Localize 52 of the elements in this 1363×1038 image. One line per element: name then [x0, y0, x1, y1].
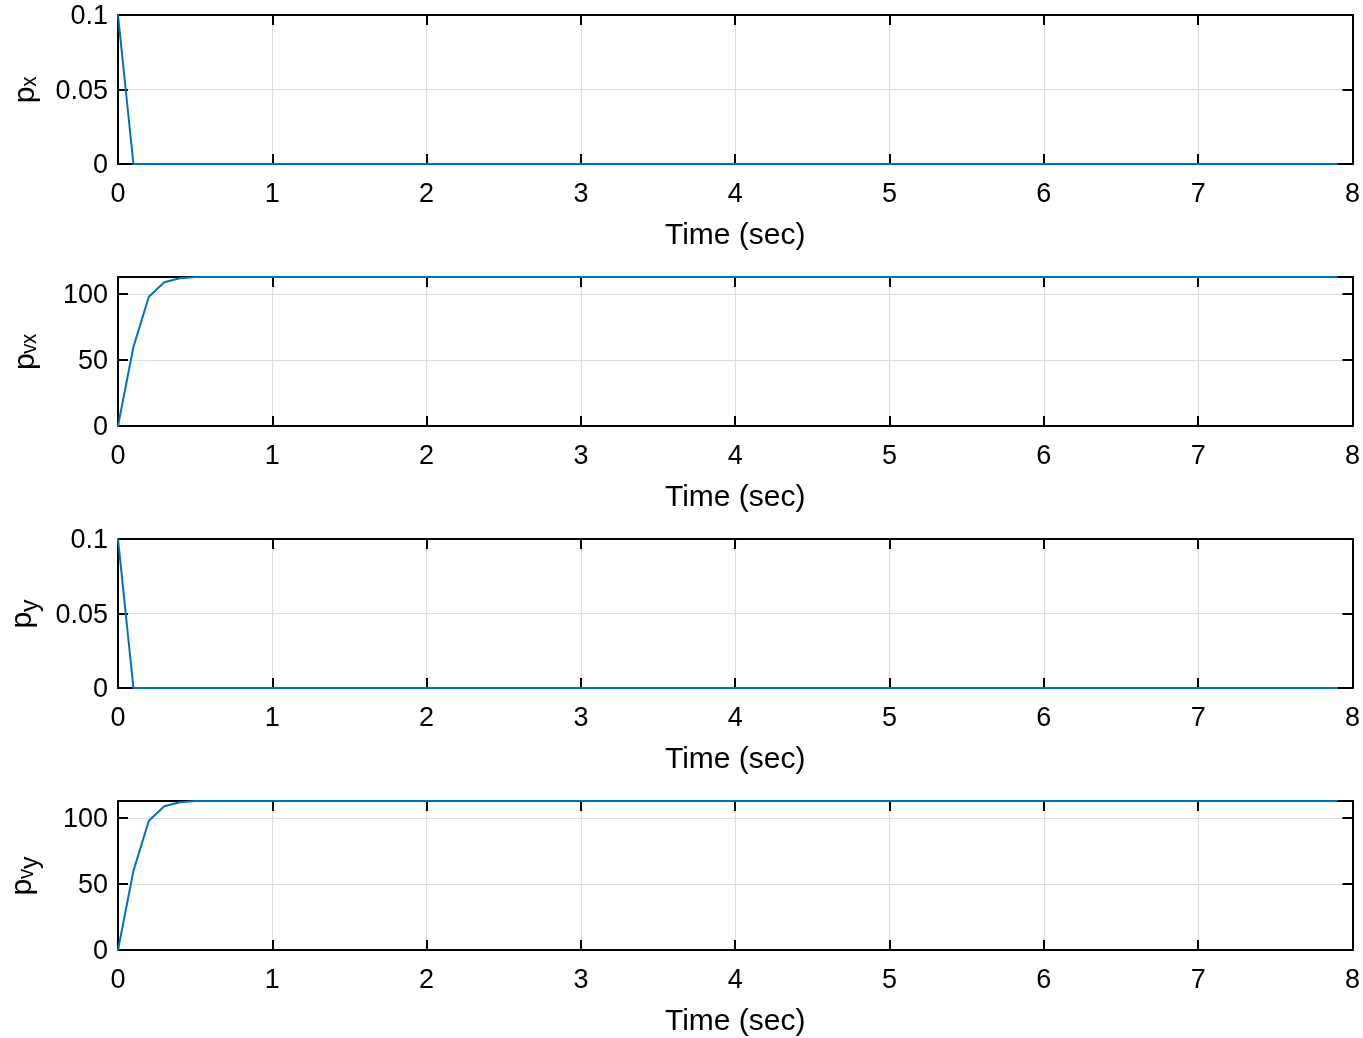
x-axis-title: Time (sec) — [664, 478, 806, 512]
x-tick-label: 7 — [1190, 177, 1206, 208]
x-tick-label: 4 — [727, 439, 743, 470]
y-tick-label: 50 — [77, 869, 108, 900]
x-axis-title: Time (sec) — [664, 740, 806, 774]
y-tick-label: 0 — [92, 411, 108, 441]
y-tick-label: 0 — [92, 935, 108, 965]
y-tick-label: 100 — [62, 803, 108, 834]
x-tick-label: 4 — [727, 963, 743, 994]
x-tick-label: 1 — [264, 963, 280, 994]
line-series — [117, 800, 1339, 951]
x-axis-title: Time (sec) — [664, 1002, 806, 1036]
x-tick-label: 4 — [727, 701, 743, 732]
x-tick-label: 3 — [573, 963, 589, 994]
x-tick-label: 6 — [1036, 177, 1052, 208]
x-tick-label: 1 — [264, 177, 280, 208]
x-tick-label: 2 — [419, 963, 435, 994]
x-tick-label: 5 — [882, 963, 898, 994]
x-tick-label: 8 — [1344, 701, 1361, 732]
x-tick-label: 1 — [264, 701, 280, 732]
y-tick-label: 50 — [77, 345, 108, 376]
x-tick-label: 5 — [882, 701, 898, 732]
y-axis-title: pᵥₓ — [7, 333, 40, 370]
y-tick-label: 100 — [62, 279, 108, 310]
x-tick-label: 5 — [882, 177, 898, 208]
y-tick-label: 0.05 — [55, 598, 108, 629]
x-tick-label: 5 — [882, 439, 898, 470]
x-tick-label: 7 — [1190, 701, 1206, 732]
x-tick-label: 6 — [1036, 439, 1052, 470]
y-tick-label: 0.05 — [55, 74, 108, 105]
x-tick-label: 6 — [1036, 701, 1052, 732]
x-tick-label: 6 — [1036, 963, 1052, 994]
x-tick-label: 3 — [573, 701, 589, 732]
x-tick-label: 3 — [573, 177, 589, 208]
x-tick-label: 8 — [1344, 439, 1361, 470]
x-tick-label: 8 — [1344, 177, 1361, 208]
x-tick-label: 7 — [1190, 439, 1206, 470]
y-axis-title: pₓ — [7, 76, 40, 103]
y-tick-label: 0 — [92, 149, 108, 179]
x-tick-label: 2 — [419, 439, 435, 470]
x-tick-label: 3 — [573, 439, 589, 470]
x-tick-label: 2 — [419, 701, 435, 732]
x-tick-label: 1 — [264, 439, 280, 470]
x-tick-label: 7 — [1190, 963, 1206, 994]
y-tick-label: 0 — [92, 673, 108, 703]
x-tick-label: 4 — [727, 177, 743, 208]
x-tick-label: 2 — [419, 177, 435, 208]
y-tick-label: 0.1 — [70, 524, 108, 554]
line-series — [117, 276, 1339, 427]
y-tick-label: 0.1 — [70, 0, 108, 30]
x-axis-title: Time (sec) — [664, 216, 806, 250]
x-tick-label: 8 — [1344, 963, 1361, 994]
